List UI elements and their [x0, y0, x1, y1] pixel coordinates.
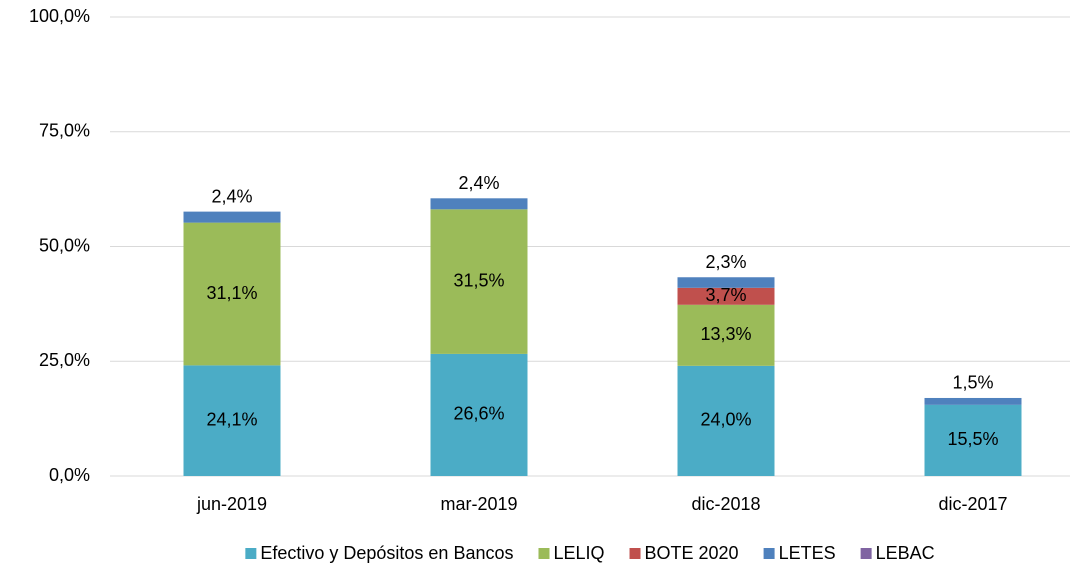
x-tick-label: dic-2018 — [691, 494, 760, 514]
bar-segment — [677, 277, 775, 288]
bar-segment — [677, 365, 775, 476]
data-label: 15,5% — [947, 429, 998, 449]
bar-segment — [430, 353, 528, 476]
y-tick-label: 50,0% — [39, 235, 90, 255]
data-label: 3,7% — [705, 285, 746, 305]
data-label: 13,3% — [700, 324, 751, 344]
legend-label: Efectivo y Depósitos en Bancos — [260, 543, 513, 563]
data-label: 24,1% — [206, 409, 257, 429]
bar-segment — [677, 304, 775, 366]
data-label: 1,5% — [952, 373, 993, 393]
data-label: 24,0% — [700, 410, 751, 430]
bar-segment — [430, 209, 528, 354]
y-tick-label: 0,0% — [49, 465, 90, 485]
data-label: 2,4% — [211, 186, 252, 206]
y-tick-label: 100,0% — [29, 6, 90, 26]
y-tick-label: 75,0% — [39, 121, 90, 141]
bar-segment — [183, 222, 281, 366]
data-label: 26,6% — [453, 404, 504, 424]
data-label: 2,4% — [458, 173, 499, 193]
bar-segment — [924, 397, 1022, 405]
legend-swatch — [860, 548, 872, 559]
data-label: 31,1% — [206, 283, 257, 303]
legend-swatch — [245, 548, 257, 559]
legend-swatch — [763, 548, 775, 559]
legend-label: LELIQ — [553, 543, 604, 563]
legend-label: LEBAC — [876, 543, 935, 563]
bar-segment — [677, 287, 775, 305]
data-label: 2,3% — [705, 252, 746, 272]
legend-label: LETES — [779, 543, 836, 563]
bar-segment — [183, 365, 281, 476]
legend-swatch — [629, 548, 641, 559]
data-label: 31,5% — [453, 270, 504, 290]
bar-segment — [183, 211, 281, 223]
y-tick-label: 25,0% — [39, 350, 90, 370]
x-tick-label: dic-2017 — [938, 494, 1007, 514]
bar-segment — [430, 198, 528, 210]
x-tick-label: mar-2019 — [440, 494, 517, 514]
legend-swatch — [538, 548, 550, 559]
x-tick-label: jun-2019 — [196, 494, 267, 514]
legend-label: BOTE 2020 — [645, 543, 739, 563]
bar-segment — [924, 404, 1022, 476]
